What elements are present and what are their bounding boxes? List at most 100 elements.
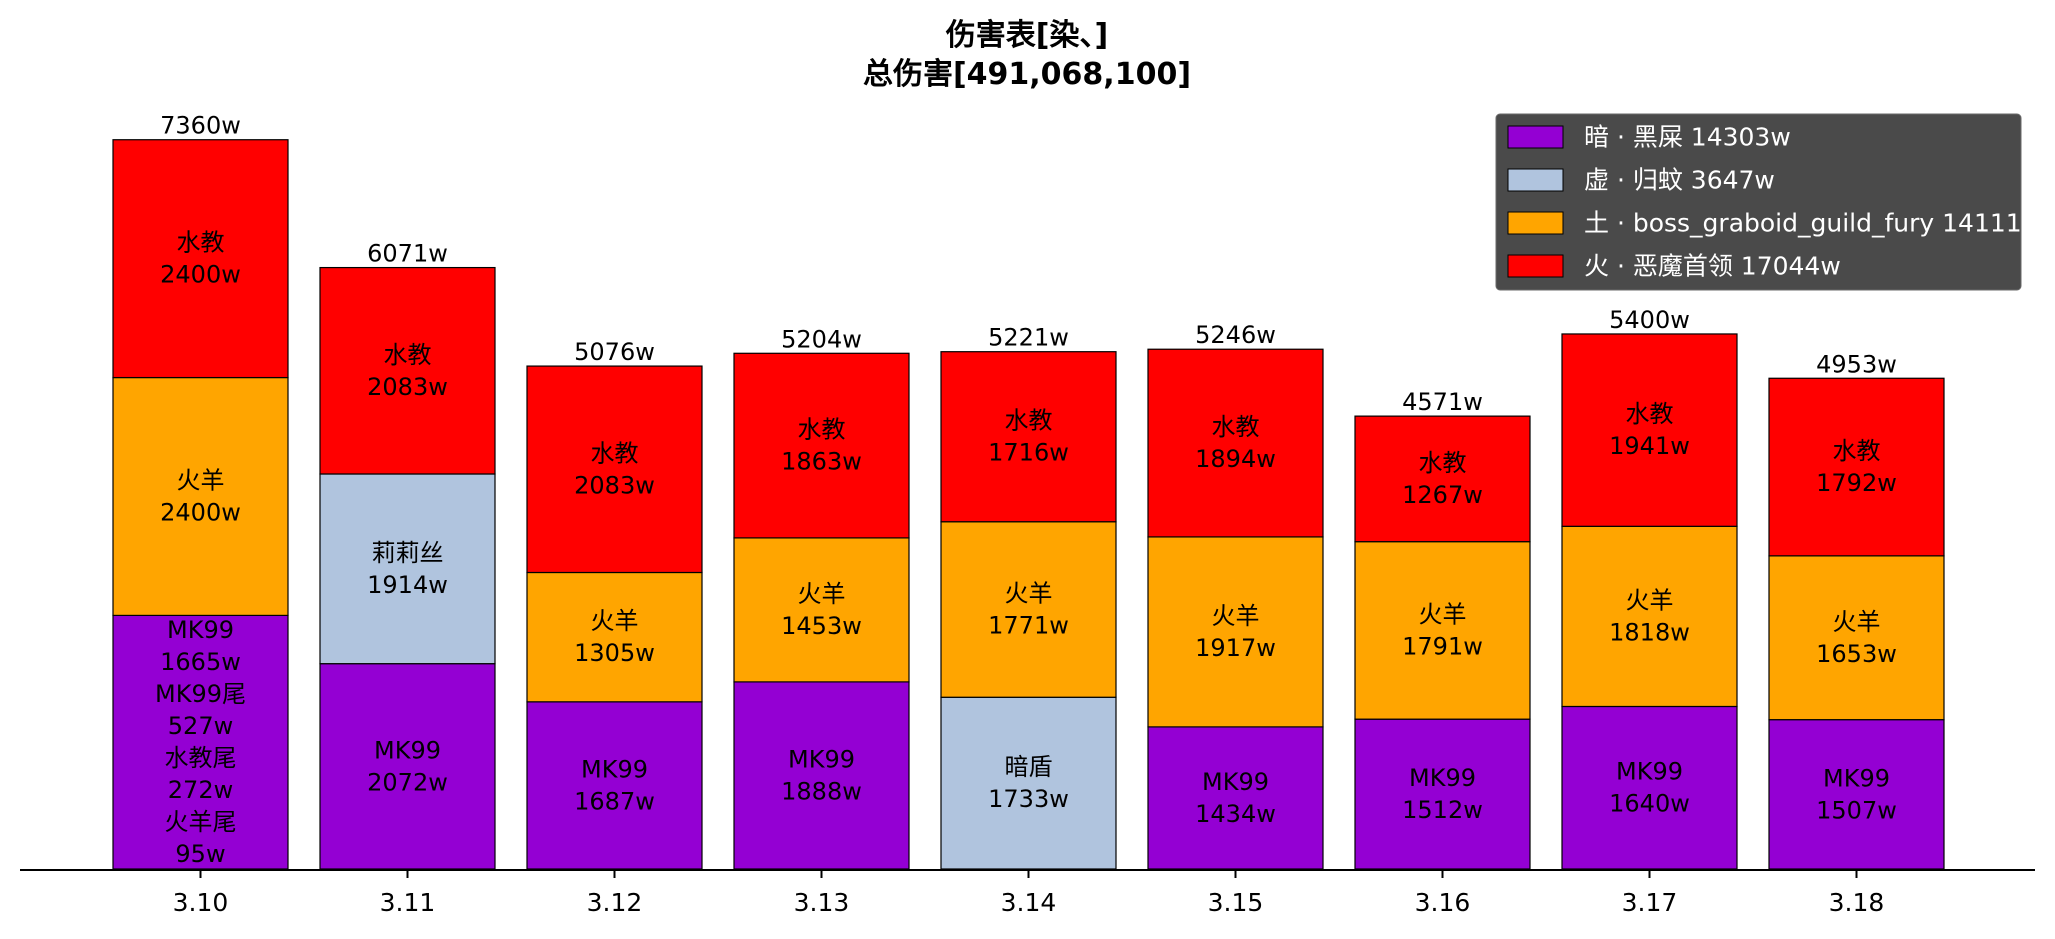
bar-segment — [1561, 705, 1738, 870]
segment-label: MK99 — [374, 736, 441, 764]
bar-total-label: 5204w — [781, 325, 862, 353]
segment-label: 2072w — [367, 768, 448, 796]
segment-label: 1733w — [988, 785, 1069, 813]
segment-label: 1434w — [1195, 800, 1276, 828]
bar-segment — [526, 701, 703, 870]
bar-segment — [319, 473, 496, 665]
segment-label: 水教 — [1419, 449, 1467, 477]
segment-label: 2400w — [160, 261, 241, 289]
x-tick-label: 3.15 — [1208, 888, 1264, 917]
x-tick-label: 3.18 — [1829, 888, 1885, 917]
segment-label: 1888w — [781, 777, 862, 805]
segment-label: 火羊 — [1833, 608, 1881, 636]
segment-label: 1771w — [988, 612, 1069, 640]
bar-segment — [1147, 348, 1324, 538]
x-tick-label: 3.16 — [1415, 888, 1471, 917]
segment-label: 1687w — [574, 787, 655, 815]
bar-total-label: 5221w — [988, 324, 1069, 352]
bar-segment — [1561, 333, 1738, 527]
chart-title: 伤害表[染、] — [945, 18, 1108, 53]
segment-label: MK99 — [788, 745, 855, 773]
bar-total-label: 5246w — [1195, 321, 1276, 349]
bar-total-label: 7360w — [160, 112, 241, 140]
segment-label: 水教 — [591, 439, 639, 467]
x-tick-label: 3.12 — [587, 888, 643, 917]
legend-swatch — [1507, 125, 1564, 149]
x-tick-label: 3.14 — [1001, 888, 1057, 917]
segment-label: 水教 — [798, 416, 846, 444]
bar-total-label: 5076w — [574, 338, 655, 366]
segment-label: 水教 — [1212, 413, 1260, 441]
segment-label: 1716w — [988, 439, 1069, 467]
bar-segment — [733, 537, 910, 683]
segment-label: MK99 — [581, 755, 648, 783]
bar-segment — [1768, 377, 1945, 557]
segment-label: MK99 — [1823, 764, 1890, 792]
segment-label: 水教 — [1833, 437, 1881, 465]
segment-label: 1640w — [1609, 790, 1690, 818]
segment-label: 1917w — [1195, 634, 1276, 662]
bar-segment — [1354, 415, 1531, 543]
bar-segment — [319, 663, 496, 870]
legend-entry-label: 虚 · 归蚊 3647w — [1584, 166, 1775, 195]
bar-segment — [1768, 555, 1945, 721]
bar-segment — [526, 365, 703, 574]
segment-label: MK99 — [1616, 758, 1683, 786]
segment-label: 火羊 — [1005, 580, 1053, 608]
legend-swatch — [1507, 168, 1564, 192]
bar-segment — [1147, 536, 1324, 728]
segment-label: 2083w — [367, 373, 448, 401]
segment-label: 1818w — [1609, 618, 1690, 646]
segment-label: 暗盾 — [1005, 753, 1053, 781]
bars-group: MK99 1665w MK99尾 527w 水教尾 272w 火羊尾 95w 火羊 2400w 水教… — [112, 112, 1945, 870]
segment-label: 火羊 — [1212, 602, 1260, 630]
bar-segment — [940, 351, 1117, 523]
bar-segment — [733, 352, 910, 539]
bar-segment — [319, 266, 496, 475]
segment-label: 1914w — [367, 571, 448, 599]
bar-total-label: 6071w — [367, 240, 448, 268]
segment-label: 1791w — [1402, 632, 1483, 660]
bar-segment — [112, 614, 289, 870]
segment-label: 火羊 — [177, 466, 225, 494]
segment-label: 1863w — [781, 448, 862, 476]
segment-label: 2400w — [160, 498, 241, 526]
segment-label: 莉莉丝 — [372, 539, 444, 567]
bar-segment — [112, 376, 289, 617]
segment-label: 1792w — [1816, 469, 1897, 497]
bar-total-label: 4571w — [1402, 388, 1483, 416]
segment-label: MK99 — [1202, 768, 1269, 796]
bar-total-label: 4953w — [1816, 350, 1897, 378]
segment-label: 火羊 — [1419, 600, 1467, 628]
bar-segment — [1561, 525, 1738, 708]
bar-segment — [1147, 726, 1324, 870]
segment-label: 1512w — [1402, 796, 1483, 824]
bar-segment — [1354, 541, 1531, 720]
segment-label: 水教 — [1626, 400, 1674, 428]
bar-total-label: 5400w — [1609, 306, 1690, 334]
legend-box — [1495, 113, 2022, 291]
segment-label: 527w — [168, 712, 233, 740]
segment-label: 火羊 — [798, 580, 846, 608]
bar-segment — [1768, 719, 1945, 870]
segment-label: MK99 — [1409, 764, 1476, 792]
x-tick-group: 3.10 3.11 3.12 3.13 3.14 3.15 3.16 3.17 3.18 — [173, 870, 1885, 917]
bar-segment — [1354, 718, 1531, 870]
segment-label: 1267w — [1402, 481, 1483, 509]
segment-label: 1665w — [160, 648, 241, 676]
legend-swatch — [1507, 254, 1564, 278]
segment-label: 95w — [175, 840, 225, 868]
segment-label: 1941w — [1609, 432, 1690, 460]
legend-swatch — [1507, 211, 1564, 235]
segment-label: 水教尾 — [165, 744, 237, 772]
segment-label: 272w — [168, 776, 233, 804]
bar-segment — [112, 139, 289, 379]
segment-label: 火羊尾 — [165, 808, 237, 836]
segment-label: 水教 — [177, 229, 225, 257]
legend-entry-label: 土 · boss_graboid_guild_fury 14111w — [1584, 209, 2042, 238]
segment-label: 水教 — [384, 341, 432, 369]
segment-label: 火羊 — [591, 607, 639, 635]
segment-label: 2083w — [574, 471, 655, 499]
segment-label: 火羊 — [1626, 586, 1674, 614]
